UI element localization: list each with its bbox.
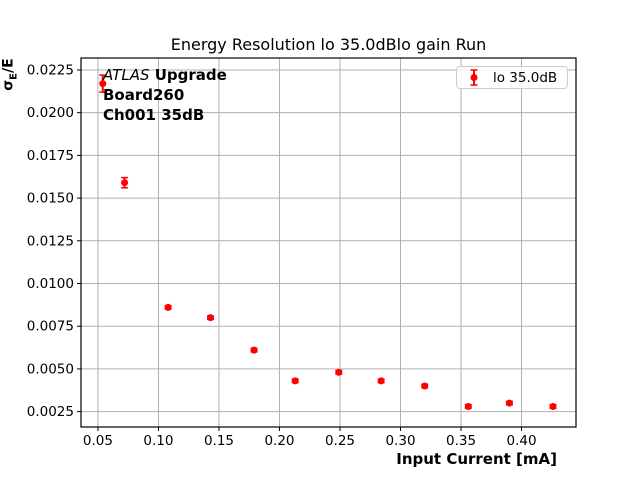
data-point	[206, 314, 214, 322]
x-tick-label: 0.20	[264, 433, 294, 449]
legend-point	[470, 74, 478, 81]
chart-title: Energy Resolution lo 35.0dBlo gain Run	[170, 35, 487, 54]
data-point	[99, 80, 107, 88]
annotation-line-board: Board260	[103, 86, 185, 104]
y-tick-label: 0.0050	[27, 361, 74, 377]
upgrade-label: Upgrade	[154, 66, 227, 84]
y-axis-label-rest: /E	[0, 58, 17, 73]
y-tick-label: 0.0150	[27, 191, 74, 207]
y-tick-label: 0.0075	[27, 319, 74, 335]
y-tick-label: 0.0125	[27, 233, 74, 249]
x-tick-label: 0.10	[143, 433, 173, 449]
x-tick-label: 0.15	[204, 433, 234, 449]
legend: lo 35.0dB	[456, 66, 568, 89]
y-tick-label: 0.0025	[27, 404, 74, 420]
data-point	[291, 377, 299, 385]
x-tick-label: 0.35	[446, 433, 476, 449]
y-axis-label: σE/E	[0, 49, 20, 101]
legend-label: lo 35.0dB	[493, 69, 558, 86]
data-point	[164, 303, 172, 311]
annotation-line-experiment: ATLAS Upgrade	[103, 65, 227, 85]
data-point	[335, 368, 343, 376]
atlas-label: ATLAS	[103, 66, 150, 84]
data-point	[121, 179, 129, 187]
data-point	[377, 377, 385, 385]
x-tick-label: 0.40	[507, 433, 537, 449]
data-point	[505, 399, 513, 407]
x-tick-label: 0.30	[385, 433, 415, 449]
y-tick-label: 0.0225	[27, 62, 74, 78]
x-axis-label: Input Current [mA]	[396, 450, 557, 468]
data-point	[421, 382, 429, 390]
data-point	[464, 403, 472, 410]
data-point	[549, 403, 557, 410]
annotation-block: ATLAS Upgrade Board260 Ch001 35dB	[103, 65, 227, 125]
y-tick-label: 0.0200	[27, 105, 74, 121]
axes-frame	[80, 57, 577, 428]
y-axis-label-sigma: σ	[0, 79, 17, 91]
y-axis-label-subscript: E	[8, 72, 20, 80]
data-point	[250, 346, 258, 354]
y-tick-label: 0.0175	[27, 148, 74, 164]
x-tick-label: 0.25	[325, 433, 355, 449]
x-tick-label: 0.05	[83, 433, 113, 449]
annotation-line-channel: Ch001 35dB	[103, 106, 205, 124]
errorbar-marker-icon	[470, 69, 478, 86]
y-tick-label: 0.0100	[27, 276, 74, 292]
